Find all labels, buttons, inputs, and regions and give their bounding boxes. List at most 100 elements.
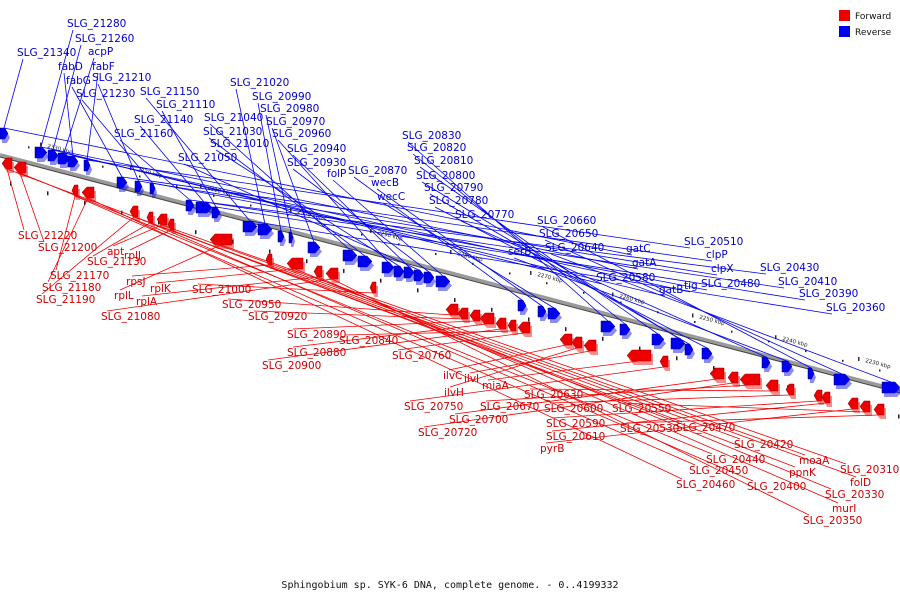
gene-arrow-shadow	[372, 286, 378, 297]
reverse-gene-label: SLG_20580	[596, 272, 655, 284]
gene-arrow-shadow	[214, 211, 222, 222]
forward-gene-arrow	[81, 186, 95, 199]
forward-leader-line	[529, 388, 773, 392]
forward-gene-arrow	[146, 211, 154, 224]
forward-gene-arrow	[709, 367, 725, 380]
forward-gene-arrow	[479, 312, 495, 325]
forward-gene-label: rplK	[150, 283, 172, 295]
gene-arrow-shadow	[86, 164, 92, 175]
reverse-gene-label: folP	[327, 168, 346, 180]
reverse-gene-label: SLG_20820	[407, 142, 466, 154]
forward-gene-arrow	[571, 336, 583, 349]
minor-tick-mark	[380, 278, 382, 283]
reverse-gene-label: wecC	[377, 191, 405, 203]
gene-arrow-shadow	[550, 312, 562, 323]
forward-gene-label: SLG_20670	[480, 401, 539, 413]
genome-backbone-edge	[0, 156, 900, 394]
gene-arrow-shadow	[438, 280, 452, 291]
reverse-gene-label: SLG_21150	[140, 86, 199, 98]
gene-arrow-shadow	[291, 236, 295, 247]
reverse-gene-label: SLG_21210	[92, 72, 151, 84]
scale-tick-mark	[612, 292, 614, 297]
forward-gene-arrow	[739, 373, 761, 386]
gene-arrow-shadow	[810, 372, 816, 383]
reverse-leader-line	[63, 57, 95, 154]
forward-gene-label: ilvC	[443, 370, 462, 382]
minor-tick-mark	[879, 369, 881, 372]
forward-gene-arrow	[1, 157, 13, 170]
gene-arrow-shadow	[360, 260, 374, 271]
reverse-gene-label: SLG_20510	[684, 236, 743, 248]
scale-tick-mark	[775, 335, 777, 340]
minor-tick-mark	[676, 356, 678, 361]
minor-tick-mark	[102, 165, 104, 168]
minor-tick-mark	[620, 301, 622, 304]
reverse-gene-arrow	[357, 255, 373, 268]
gene-arrow-shadow	[2, 132, 10, 143]
reverse-gene-label: SLG_20360	[826, 302, 885, 314]
forward-gene-arrow	[727, 371, 739, 384]
minor-tick-mark	[565, 327, 567, 332]
gene-arrow-shadow	[520, 326, 532, 337]
genome-backbone	[0, 153, 900, 393]
reverse-leader-line	[429, 193, 690, 345]
forward-leader-line	[485, 384, 751, 402]
reverse-gene-label: SLG_20940	[287, 143, 346, 155]
legend-forward-label: Forward	[855, 12, 891, 22]
forward-gene-label: SLG_20900	[262, 360, 321, 372]
reverse-gene-label: SLG_21020	[230, 77, 289, 89]
gene-arrow-shadow	[784, 365, 794, 376]
forward-gene-label: SLG_20450	[689, 465, 748, 477]
reverse-leader-line	[542, 226, 812, 369]
reverse-gene-label: SLG_20930	[287, 157, 346, 169]
gene-arrow-shadow	[687, 348, 695, 359]
reverse-gene-label: SLG_21230	[76, 88, 135, 100]
forward-leader-line	[87, 197, 683, 480]
forward-gene-label: SLG_20750	[404, 401, 463, 413]
forward-leader-line	[397, 332, 525, 351]
minor-tick-mark	[602, 336, 604, 341]
minor-tick-mark	[47, 191, 49, 196]
gene-arrow-shadow	[37, 151, 49, 162]
gene-arrow-shadow	[540, 310, 548, 321]
gene-arrow-shadow	[662, 360, 670, 371]
forward-gene-label: SLG_20630	[524, 389, 583, 401]
forward-gene-label: SLG_20760	[392, 350, 451, 362]
reverse-leader-line	[271, 127, 315, 243]
reverse-gene-arrow	[435, 275, 451, 288]
forward-gene-label: SLG_20550	[612, 403, 671, 415]
forward-gene-label: rpsJ	[126, 276, 146, 288]
gene-arrow-shadow	[603, 325, 617, 336]
forward-gene-label: rplL	[114, 290, 134, 302]
figure-caption: Sphingobium sp. SYK-6 DNA, complete geno…	[281, 580, 618, 591]
reverse-leader-line	[332, 179, 444, 277]
legend-reverse-label: Reverse	[855, 28, 892, 38]
forward-gene-arrow	[156, 213, 168, 226]
reverse-leader-line	[550, 253, 892, 383]
reverse-leader-line	[203, 201, 785, 289]
minor-tick-mark	[842, 359, 844, 362]
forward-gene-arrow	[859, 400, 871, 413]
gene-arrow-shadow	[198, 206, 214, 217]
minor-tick-mark	[269, 249, 271, 254]
gene-arrow-shadow	[673, 342, 687, 353]
minor-tick-mark	[435, 253, 437, 256]
gene-arrow-shadow	[712, 372, 726, 383]
forward-gene-arrow	[813, 389, 823, 402]
forward-leader-line	[112, 224, 163, 247]
forward-gene-label: ilvI	[464, 373, 479, 385]
forward-gene-label: SLG_20400	[747, 481, 806, 493]
forward-gene-arrow	[785, 383, 795, 396]
reverse-gene-label: SLG_20650	[539, 228, 598, 240]
reverse-leader-line	[138, 180, 718, 276]
gene-arrow-shadow	[50, 154, 60, 165]
reverse-gene-arrow	[342, 249, 358, 262]
forward-leader-line	[131, 264, 270, 277]
gene-arrow-shadow	[119, 181, 129, 192]
forward-gene-label: SLG_21000	[192, 284, 251, 296]
reverse-leader-line	[292, 154, 410, 268]
forward-leader-line	[92, 222, 151, 257]
forward-leader-line	[267, 328, 502, 361]
reverse-leader-line	[81, 99, 153, 184]
